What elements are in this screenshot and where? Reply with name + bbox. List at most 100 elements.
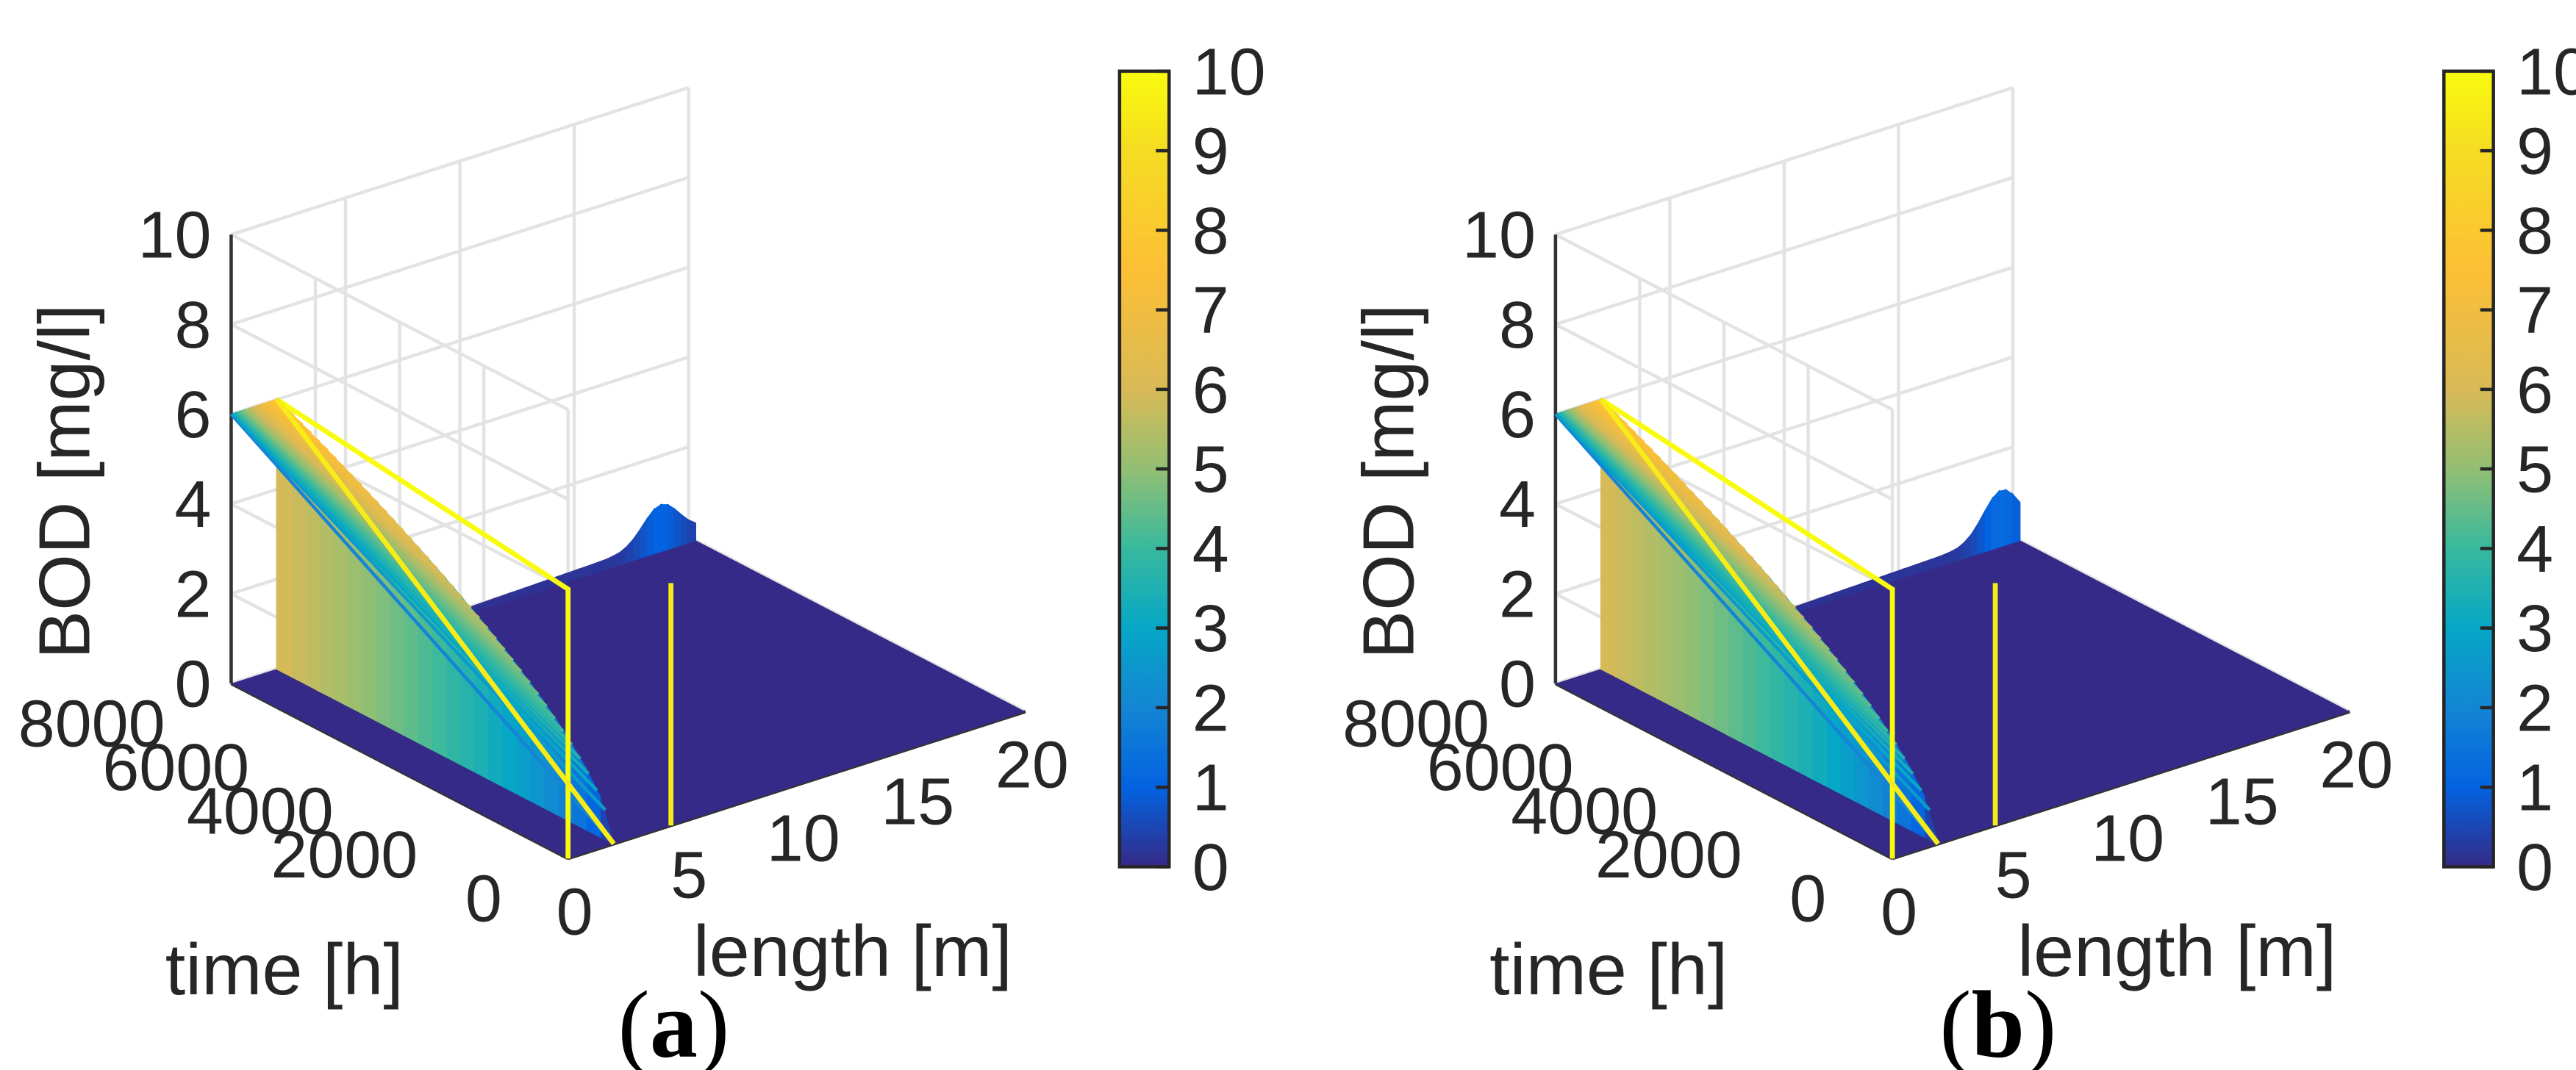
colorbar-tick-label: 1 bbox=[2516, 752, 2553, 825]
z-tick-label: 6 bbox=[1499, 378, 1536, 452]
z-tick-label: 10 bbox=[138, 199, 212, 273]
z-tick-label: 2 bbox=[1499, 558, 1536, 631]
colorbar-tick-label: 3 bbox=[2516, 592, 2553, 666]
y-tick-label: 8000 bbox=[1342, 688, 1489, 761]
gridline-z bbox=[1554, 233, 1894, 412]
surface-patch bbox=[502, 592, 511, 603]
surface-patch bbox=[577, 566, 587, 579]
gridline-z bbox=[1554, 323, 1894, 501]
surface bbox=[1554, 397, 2350, 859]
surface-patch bbox=[591, 561, 601, 575]
z-tick-label: 4 bbox=[175, 468, 212, 542]
surface-patch bbox=[1833, 589, 1842, 601]
colorbar-tick-label: 6 bbox=[2516, 353, 2553, 427]
x-tick-label: 0 bbox=[557, 876, 593, 949]
surface-patch bbox=[598, 559, 607, 572]
surface-patch bbox=[1861, 580, 1870, 592]
panel-label: (a) bbox=[618, 972, 729, 1070]
surface-patch bbox=[543, 578, 552, 590]
colorbar-tick-label: 9 bbox=[2516, 115, 2553, 189]
colorbar-tick-label: 9 bbox=[1192, 115, 1229, 189]
surface-mesh-line bbox=[232, 412, 598, 792]
z-tick-label: 0 bbox=[1499, 648, 1536, 722]
source-edge bbox=[1600, 397, 1895, 859]
surface-patch bbox=[660, 503, 669, 553]
y-axis-label: time [h] bbox=[165, 929, 404, 1010]
surface-floor bbox=[1555, 536, 2350, 859]
x-tick-label: 15 bbox=[881, 766, 954, 839]
surface-patch bbox=[1867, 578, 1877, 590]
z-axis-label: BOD [mg/l] bbox=[1348, 304, 1429, 659]
x-tick-label: 15 bbox=[2205, 766, 2279, 839]
surface-patch bbox=[1895, 568, 1904, 581]
surface-mesh-line bbox=[229, 413, 615, 845]
surface-patch bbox=[1991, 489, 2000, 550]
z-tick-label: 10 bbox=[1462, 199, 1536, 273]
surface-patch bbox=[1840, 587, 1850, 599]
gridline-z bbox=[1555, 265, 2014, 416]
x-tick-label: 20 bbox=[995, 729, 1069, 803]
y-tick-label: 2000 bbox=[1595, 819, 1742, 892]
colorbar-tick-label: 6 bbox=[1192, 353, 1229, 427]
surface-patch bbox=[646, 507, 655, 557]
surface-patch bbox=[1847, 585, 1856, 597]
x-tick-label: 5 bbox=[670, 839, 707, 913]
surface-patch bbox=[605, 555, 614, 570]
z-tick-label: 2 bbox=[175, 558, 212, 631]
surface-patch bbox=[1902, 566, 1911, 579]
x-tick-label: 20 bbox=[2319, 729, 2393, 803]
source-edge bbox=[275, 397, 571, 859]
gridline-z bbox=[230, 176, 690, 326]
surface-patch bbox=[1916, 561, 1925, 575]
axis-line bbox=[1892, 710, 2350, 861]
colorbar-tick-label: 4 bbox=[1192, 513, 1229, 586]
source-edge bbox=[274, 398, 616, 846]
gridline-z bbox=[230, 265, 690, 416]
y-tick-label: 6000 bbox=[1427, 731, 1574, 805]
surface-mesh-line bbox=[1557, 412, 1914, 775]
colorbar-tick-label: 0 bbox=[1192, 831, 1229, 905]
x-tick-label: 10 bbox=[2091, 803, 2164, 876]
surface-patch bbox=[529, 582, 539, 595]
colorbar-tick-label: 5 bbox=[2516, 434, 2553, 507]
surface-patch bbox=[681, 514, 690, 546]
surface-patch bbox=[564, 570, 573, 584]
colorbar-tick-label: 0 bbox=[2516, 831, 2553, 905]
surface-mesh-line bbox=[231, 412, 607, 811]
y-tick-label: 2000 bbox=[271, 819, 418, 892]
colorbar-tick-label: 8 bbox=[1192, 195, 1229, 268]
surface-patch bbox=[509, 589, 518, 601]
colorbar-tick-label: 2 bbox=[1192, 672, 1229, 745]
x-tick-label: 0 bbox=[1881, 876, 1917, 949]
surface-patch bbox=[482, 599, 490, 610]
colorbar-tick-label: 10 bbox=[1192, 35, 1266, 109]
z-tick-label: 6 bbox=[175, 378, 212, 452]
colorbar-tick-label: 4 bbox=[2516, 513, 2553, 586]
source-edge bbox=[1599, 398, 1940, 846]
surface-patch bbox=[1943, 550, 1952, 566]
surface-patch bbox=[537, 580, 545, 592]
surface-floor bbox=[231, 536, 1026, 859]
y-tick-label: 0 bbox=[1789, 863, 1826, 936]
colorbar-tick-label: 7 bbox=[1192, 274, 1229, 348]
z-tick-label: 0 bbox=[175, 648, 212, 722]
surface-patch bbox=[687, 519, 696, 544]
colorbar-tick-label: 8 bbox=[2516, 195, 2553, 268]
y-tick-label: 0 bbox=[465, 863, 502, 936]
surface-patch bbox=[673, 507, 683, 548]
surface-patch bbox=[495, 595, 504, 606]
y-tick-label: 4000 bbox=[1511, 775, 1658, 849]
colorbar-tick-label: 1 bbox=[1192, 752, 1229, 825]
z-tick-label: 8 bbox=[1499, 289, 1536, 362]
surface-patch bbox=[1936, 553, 1945, 568]
y-tick-label: 6000 bbox=[102, 731, 249, 805]
surface-patch bbox=[1826, 592, 1836, 603]
surface-patch bbox=[1908, 563, 1918, 577]
x-tick-label: 5 bbox=[1995, 839, 2032, 913]
surface-patch bbox=[523, 585, 532, 597]
z-tick-label: 8 bbox=[175, 289, 212, 362]
gridline-z bbox=[230, 86, 690, 237]
